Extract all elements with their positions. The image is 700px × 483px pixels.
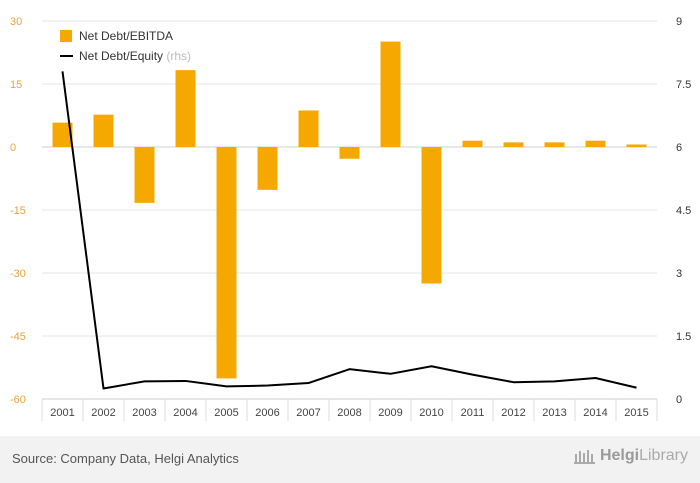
x-tick-label: 2008 bbox=[337, 407, 361, 419]
x-tick-label: 2013 bbox=[542, 407, 566, 419]
brand-prefix: Helgi bbox=[599, 447, 640, 464]
legend-label-bar: Net Debt/EBITDA bbox=[79, 29, 173, 43]
legend-swatch-bar bbox=[60, 30, 72, 42]
line-net-debt-equity bbox=[61, 71, 637, 390]
axis-layer: 30 15 0 -15 -30 -45 -60 9 7.5 6 4.5 3 1.5 0 2001 2002 20… bbox=[10, 16, 691, 421]
y-left-tick-label: 15 bbox=[10, 79, 22, 91]
bar-net-debt-ebitda bbox=[380, 41, 401, 147]
brand-suffix: Library bbox=[639, 447, 688, 464]
x-tick-label: 2001 bbox=[50, 407, 74, 419]
x-tick-label: 2005 bbox=[214, 407, 238, 419]
x-tick-label: 2003 bbox=[132, 407, 156, 419]
bar-net-debt-ebitda bbox=[216, 147, 237, 379]
bar-net-debt-ebitda bbox=[134, 147, 155, 203]
x-tick-label: 2010 bbox=[419, 407, 443, 419]
bar-net-debt-ebitda bbox=[421, 147, 442, 284]
y-left-tick-label: -30 bbox=[10, 268, 26, 280]
bar-net-debt-ebitda bbox=[93, 114, 114, 147]
y-left-tick-label: 0 bbox=[10, 142, 16, 154]
bar-net-debt-ebitda bbox=[175, 70, 196, 147]
y-left-tick-label: -60 bbox=[10, 394, 26, 406]
bar-net-debt-ebitda bbox=[544, 142, 565, 147]
x-tick-label: 2004 bbox=[173, 407, 197, 419]
y-left-tick-label: -45 bbox=[10, 331, 26, 343]
y-right-tick-label: 0 bbox=[676, 394, 682, 406]
bar-net-debt-ebitda bbox=[339, 147, 360, 159]
x-tick-label: 2006 bbox=[255, 407, 279, 419]
bar-net-debt-ebitda bbox=[52, 122, 73, 147]
brand-logo: HelgiLibrary bbox=[573, 447, 688, 465]
chart: 30 15 0 -15 -30 -45 -60 9 7.5 6 4.5 3 1.5 0 2001 2002 20… bbox=[10, 16, 691, 421]
y-right-tick-label: 3 bbox=[676, 268, 682, 280]
legend: Net Debt/EBITDA Net Debt/Equity (rhs) bbox=[60, 29, 191, 63]
x-tick-label: 2014 bbox=[583, 407, 607, 419]
y-right-tick-label: 1.5 bbox=[676, 331, 691, 343]
y-right-tick-label: 9 bbox=[676, 16, 682, 28]
bar-net-debt-ebitda bbox=[626, 144, 647, 147]
bar-net-debt-ebitda bbox=[585, 140, 606, 147]
x-tick-label: 2009 bbox=[378, 407, 402, 419]
y-right-tick-label: 7.5 bbox=[676, 79, 691, 91]
bar-layer bbox=[52, 41, 647, 379]
line-layer bbox=[61, 71, 637, 390]
x-tick-label: 2015 bbox=[624, 407, 648, 419]
legend-label-line-suffix: (rhs) bbox=[166, 49, 191, 63]
bar-net-debt-ebitda bbox=[462, 140, 483, 147]
y-right-tick-label: 6 bbox=[676, 142, 682, 154]
x-tick-label: 2002 bbox=[91, 407, 115, 419]
library-logo-icon bbox=[573, 450, 595, 464]
y-left-tick-label: 30 bbox=[10, 16, 22, 28]
grid-layer bbox=[42, 20, 657, 337]
x-tick-label: 2012 bbox=[501, 407, 525, 419]
source-note: Source: Company Data, Helgi Analytics bbox=[12, 451, 239, 466]
bar-net-debt-ebitda bbox=[257, 147, 278, 190]
y-right-tick-label: 4.5 bbox=[676, 205, 691, 217]
x-tick-label: 2011 bbox=[461, 407, 485, 419]
x-tick-label: 2007 bbox=[296, 407, 320, 419]
legend-label-line: Net Debt/Equity (rhs) bbox=[79, 49, 191, 63]
bar-net-debt-ebitda bbox=[298, 110, 319, 147]
legend-label-line-name: Net Debt/Equity bbox=[79, 49, 163, 63]
y-left-tick-label: -15 bbox=[10, 205, 26, 217]
bar-net-debt-ebitda bbox=[503, 142, 524, 147]
